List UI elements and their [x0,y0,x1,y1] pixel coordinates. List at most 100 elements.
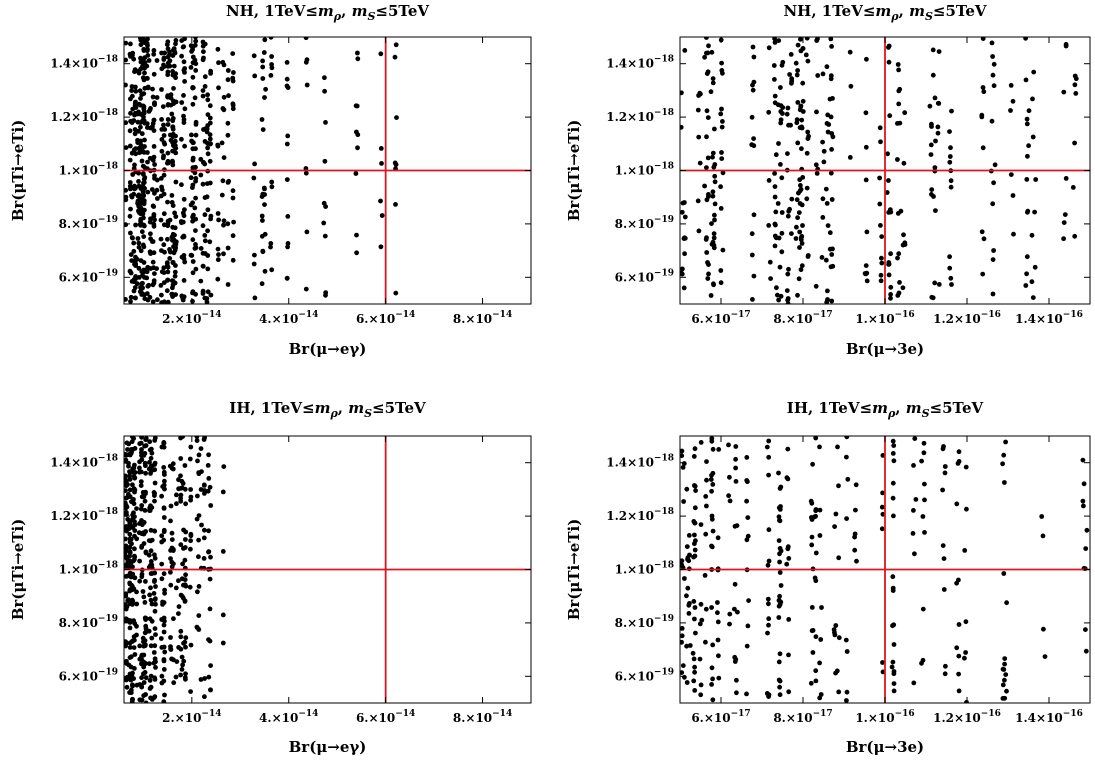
data-point [751,54,757,60]
data-point [703,639,708,645]
data-point [788,122,793,128]
data-point [133,261,139,267]
data-point [136,244,142,250]
data-point [182,557,188,563]
data-point [378,146,384,151]
data-point [129,84,135,89]
data-point [285,133,291,139]
data-point [128,252,134,257]
data-point [153,601,158,607]
data-point [145,189,151,195]
data-point [152,552,157,558]
data-point [132,557,137,562]
data-point [824,201,830,206]
data-point [719,156,725,162]
data-point [161,242,167,248]
data-point [183,671,188,677]
data-point [136,179,141,184]
data-point [208,687,213,693]
data-point [1010,98,1016,104]
data-point [896,67,901,73]
data-point [393,290,399,296]
data-point [130,564,135,570]
data-point [161,571,167,577]
data-point [131,676,137,681]
y-tick-label: 6.×10−19 [59,667,118,683]
data-point [204,126,210,132]
data-point [189,132,194,138]
data-point [201,49,206,55]
data-point [898,208,904,214]
data-point [941,444,946,449]
data-point [144,269,150,275]
data-point [804,150,810,156]
data-point [215,246,221,252]
y-tick-label: 1.4×10−18 [606,454,674,470]
data-point [1002,480,1007,485]
data-point [880,660,885,665]
data-point [680,266,685,272]
data-point [188,689,194,694]
data-point [169,278,175,284]
data-point [129,88,135,93]
data-point [809,515,814,520]
data-point [1000,682,1006,688]
data-point [152,597,158,602]
data-point [795,68,800,73]
data-point [744,691,749,697]
data-point [159,576,165,582]
data-point [148,231,153,237]
data-point [154,266,160,271]
data-point [826,122,832,127]
data-point [230,106,236,112]
x-tick-label: 4.×10−14 [259,310,318,326]
data-point [154,58,160,63]
data-point [124,676,129,682]
data-point [190,85,196,90]
data-point [911,508,916,513]
data-point [230,195,236,201]
data-point [170,159,176,165]
data-point [191,212,196,218]
data-point [711,245,717,251]
data-point [205,463,211,468]
data-point [691,656,697,662]
data-point [820,215,826,220]
data-point [709,472,714,478]
data-point [179,53,185,59]
data-point [393,162,399,168]
data-point [825,129,831,135]
x-tick-label: 8.×10−17 [773,709,832,725]
data-point [1061,220,1067,226]
data-point [733,657,739,662]
data-point [808,680,814,686]
data-point [148,471,153,476]
data-point [833,511,839,517]
y-tick-label: 8.×10−19 [615,215,674,231]
data-point [767,259,773,265]
data-point [152,480,158,486]
data-point [124,591,129,597]
data-point [196,471,202,477]
data-point [303,170,309,176]
data-point [947,154,953,159]
data-point [749,252,755,258]
data-point [133,151,139,157]
data-point [715,600,720,605]
data-point [979,229,985,235]
data-point [776,470,781,476]
data-point [188,546,193,552]
data-point [202,233,208,238]
data-point [1004,600,1009,606]
data-point [187,584,193,590]
data-point [786,689,792,695]
data-point [1001,571,1007,576]
data-point [784,561,790,567]
data-point [165,69,171,75]
data-point [821,159,827,165]
data-point [954,580,959,586]
data-point [133,88,139,94]
data-point [779,175,785,181]
data-point [171,101,177,106]
data-point [751,136,756,142]
